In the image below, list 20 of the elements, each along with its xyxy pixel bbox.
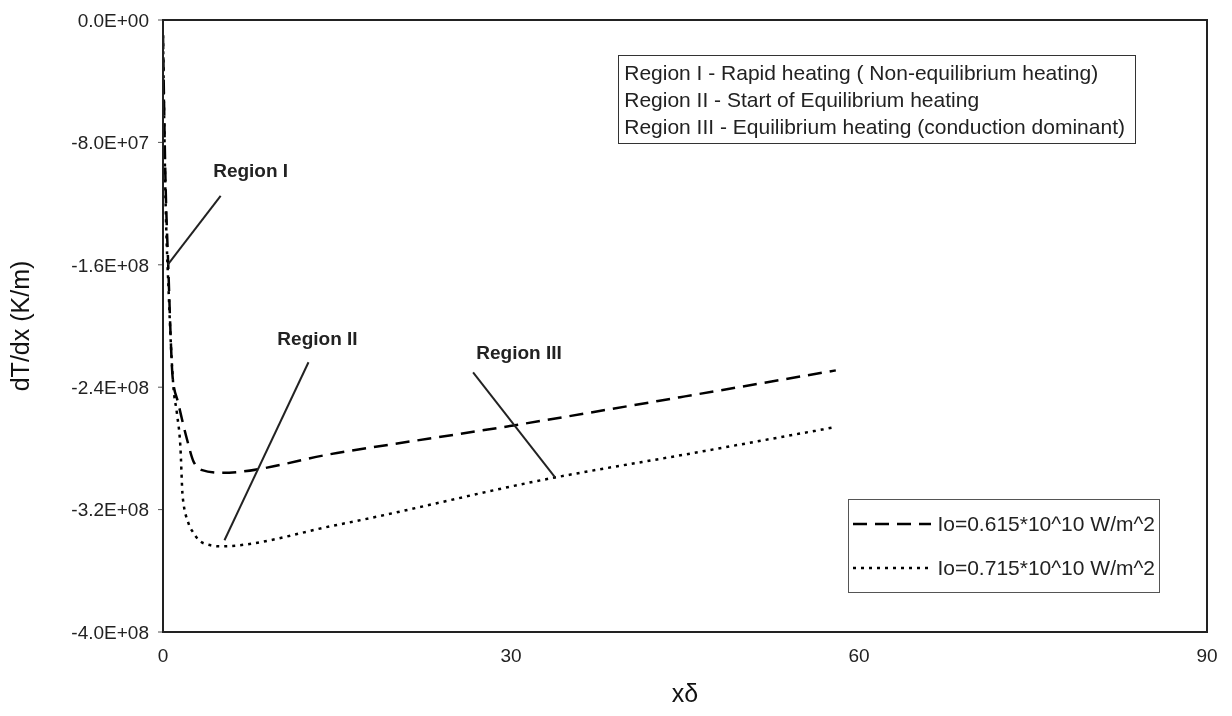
- y-tick-label: -1.6E+08: [71, 254, 149, 276]
- annotation: Region I - Rapid heating ( Non-equilibrium heating): [624, 60, 1100, 86]
- x-tick-label: 30: [500, 645, 522, 667]
- legend-label: Io=0.615*10^10 W/m^2: [937, 512, 1155, 536]
- y-tick-label: -4.0E+08: [71, 621, 149, 643]
- x-tick-label: 90: [1196, 645, 1218, 667]
- legend-label: Io=0.715*10^10 W/m^2: [937, 556, 1155, 580]
- annotation: Region III: [476, 342, 562, 364]
- annotation: Region III - Equilibrium heating (conduction dominant): [624, 114, 1125, 140]
- annotation: Region II: [277, 328, 358, 350]
- x-axis-title: xδ: [671, 679, 699, 707]
- x-tick-label: 60: [848, 645, 870, 667]
- y-tick-label: 0.0E+00: [77, 9, 149, 31]
- annotation: Region II - Start of Equilibrium heating: [624, 87, 981, 113]
- x-tick-label: 0: [157, 645, 169, 667]
- y-tick-label: -2.4E+08: [71, 376, 149, 398]
- annotation: Region I: [213, 159, 289, 181]
- y-axis-title: dT/dx (K/m): [5, 260, 34, 392]
- y-tick-label: -3.2E+08: [71, 499, 149, 521]
- y-tick-label: -8.0E+07: [71, 132, 149, 154]
